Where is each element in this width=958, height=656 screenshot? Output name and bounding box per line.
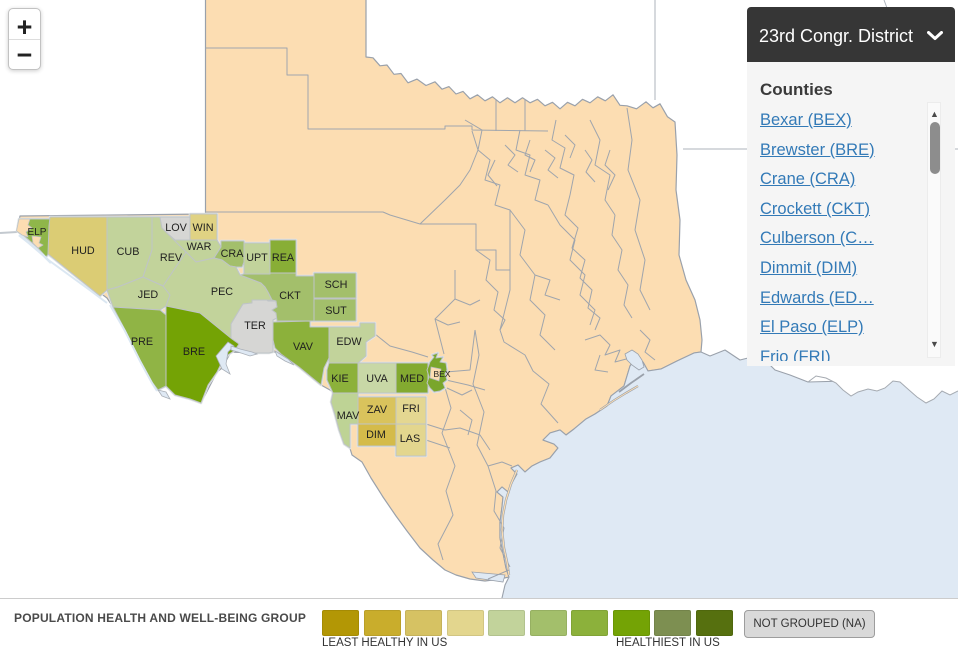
svg-text:KIE: KIE [331, 373, 348, 385]
svg-text:ELP: ELP [28, 227, 47, 238]
svg-text:REA: REA [272, 252, 295, 264]
svg-text:PEC: PEC [211, 286, 233, 298]
svg-text:BRE: BRE [183, 346, 205, 358]
svg-text:VAV: VAV [293, 341, 314, 353]
svg-text:SUT: SUT [325, 305, 347, 317]
svg-text:HUD: HUD [71, 245, 95, 257]
svg-text:UPT: UPT [246, 252, 268, 264]
svg-text:WAR: WAR [187, 241, 212, 253]
svg-text:LOV: LOV [165, 222, 187, 234]
svg-text:REV: REV [160, 252, 183, 264]
svg-text:DIM: DIM [366, 429, 386, 441]
svg-text:MAV: MAV [337, 410, 360, 422]
svg-text:CUB: CUB [117, 246, 140, 258]
svg-text:ZAV: ZAV [367, 404, 388, 416]
svg-text:TER: TER [244, 320, 266, 332]
svg-text:UVA: UVA [366, 373, 388, 385]
svg-text:LAS: LAS [400, 433, 420, 445]
svg-text:WIN: WIN [193, 222, 214, 234]
svg-text:BEX: BEX [433, 369, 450, 379]
svg-text:CKT: CKT [279, 290, 301, 302]
svg-text:MED: MED [400, 373, 424, 385]
svg-text:SCH: SCH [325, 279, 348, 291]
svg-text:FRI: FRI [402, 403, 419, 415]
svg-text:CRA: CRA [221, 248, 245, 260]
svg-text:JED: JED [138, 289, 159, 301]
svg-text:EDW: EDW [336, 336, 362, 348]
svg-text:PRE: PRE [131, 336, 153, 348]
